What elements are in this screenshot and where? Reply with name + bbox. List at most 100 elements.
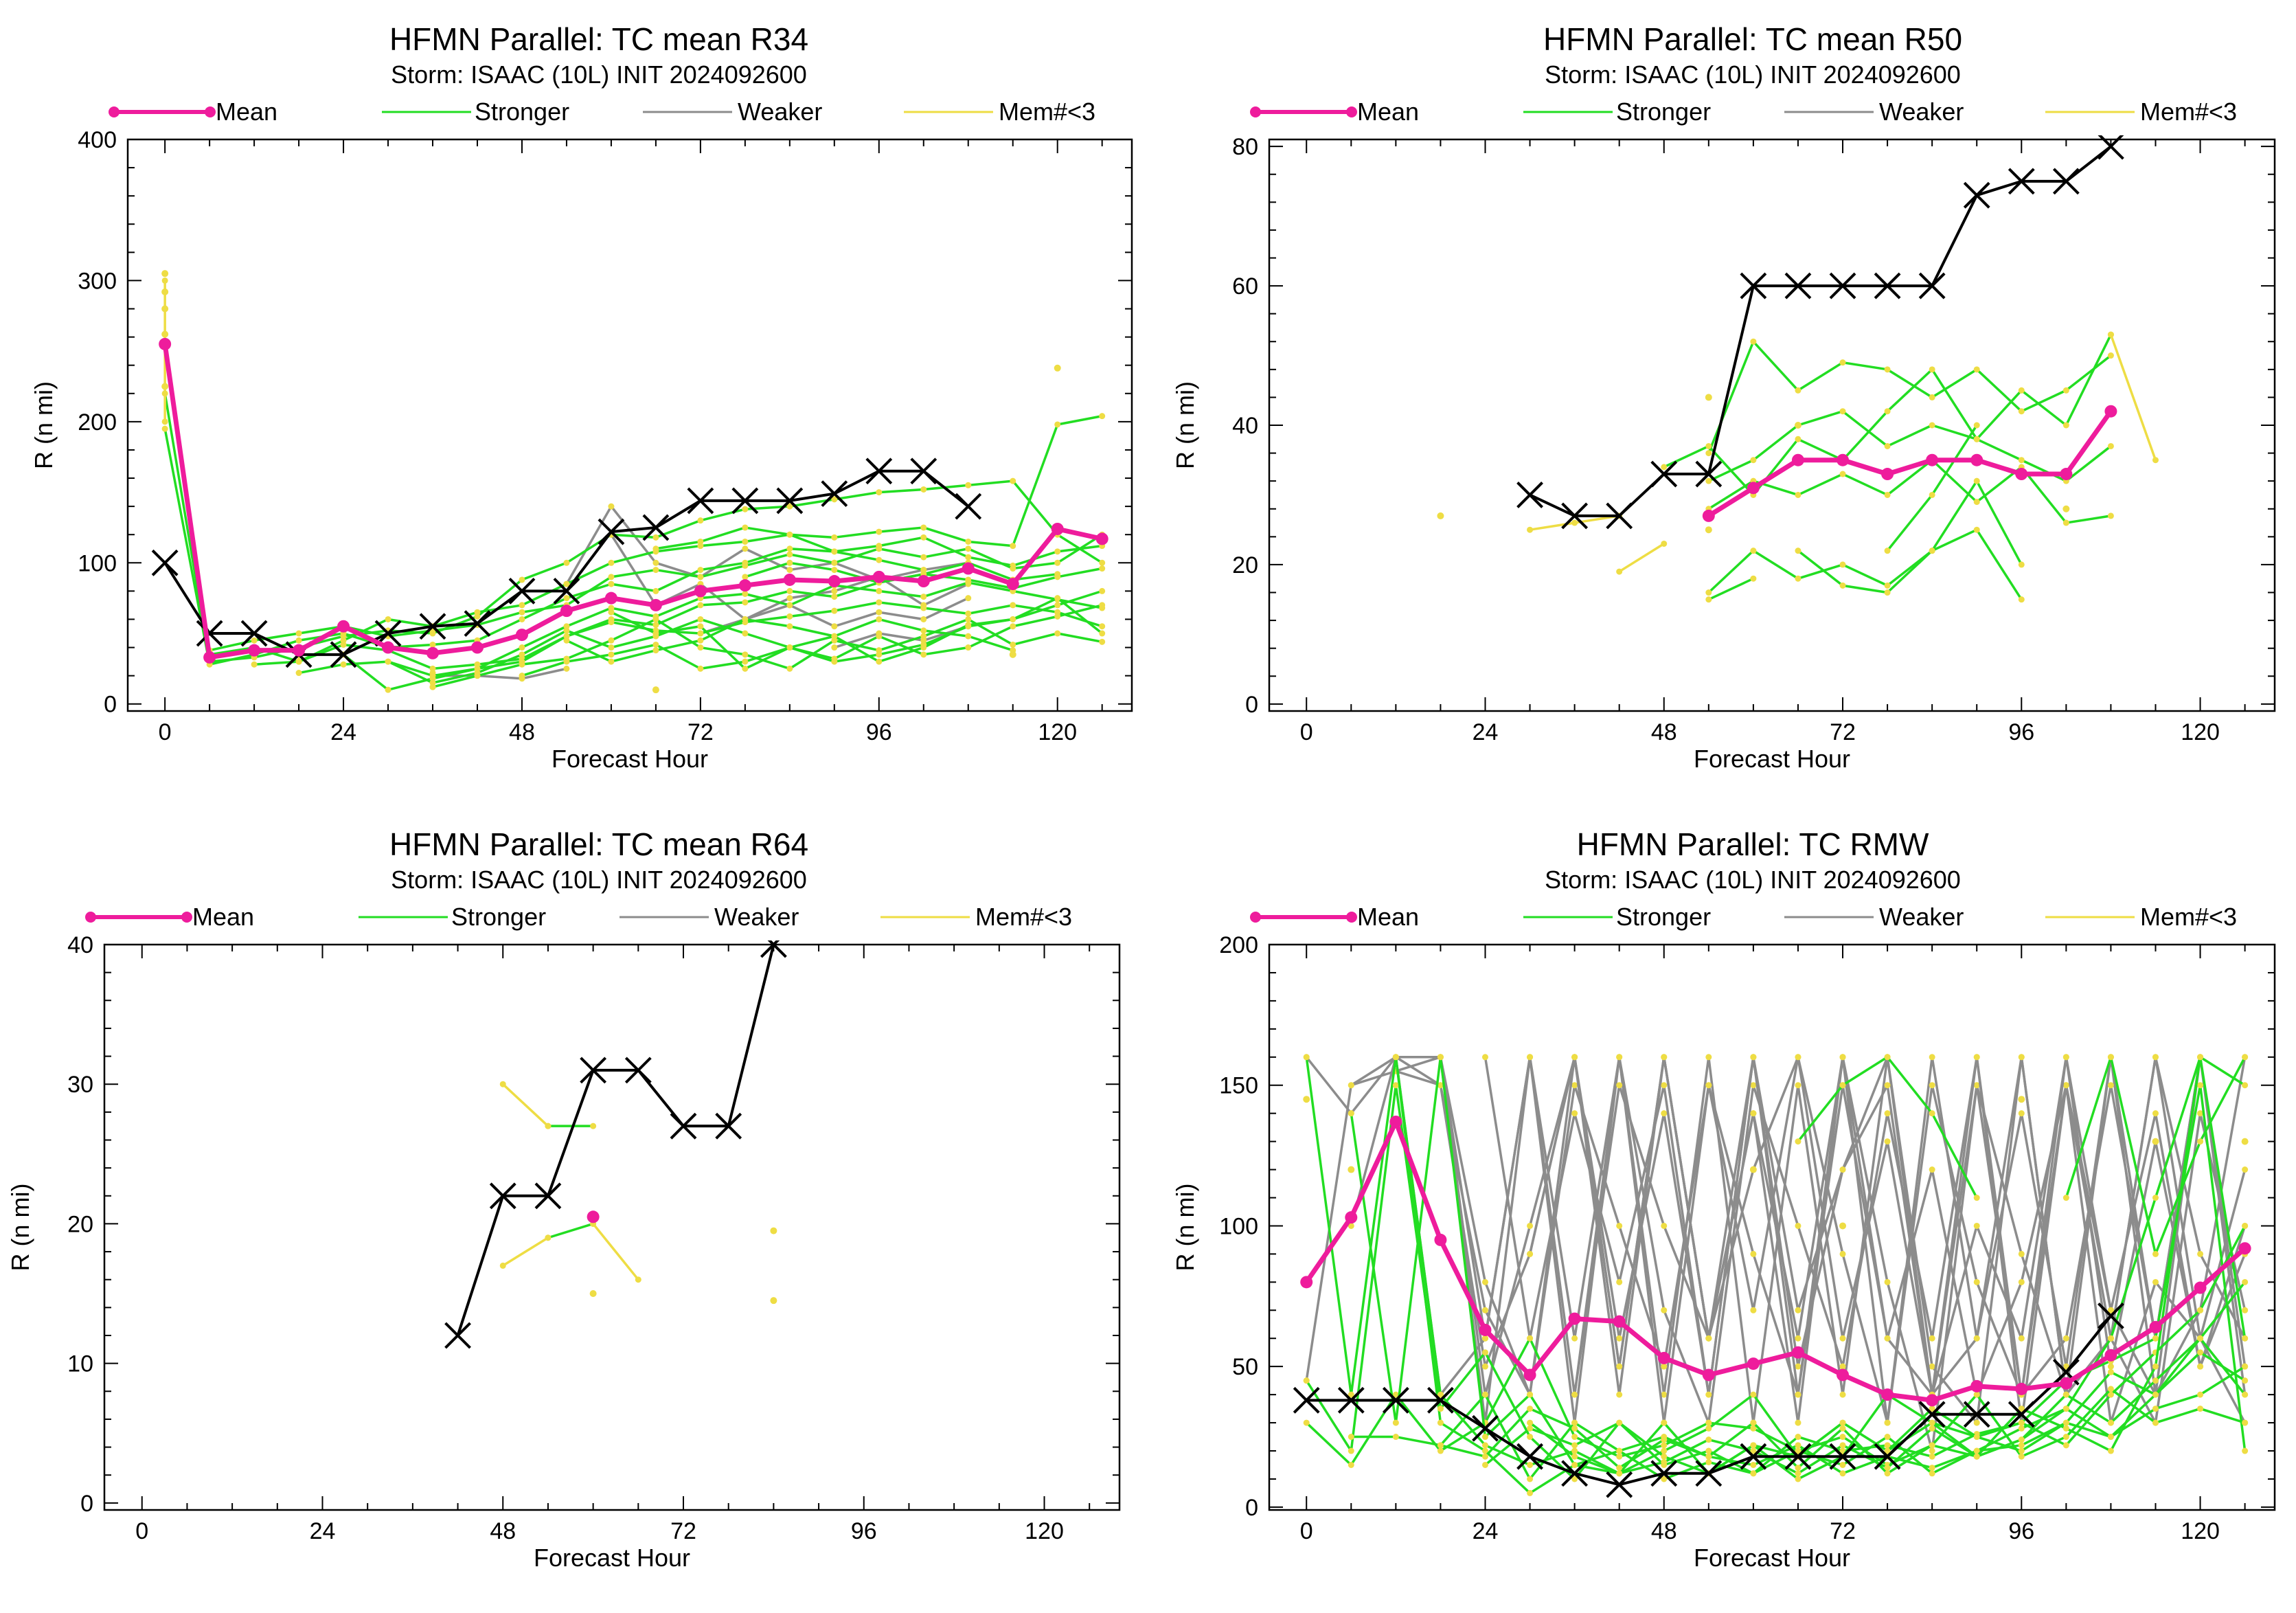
x-tick-label: 48 — [509, 719, 535, 745]
mean-line — [1707, 409, 2113, 518]
mean-point — [382, 641, 395, 654]
mem-member-line-point — [545, 1123, 552, 1129]
stronger-member-line-point — [697, 637, 704, 644]
weaker-member-line-point — [1839, 1391, 1846, 1398]
stronger-member-line-point — [2107, 512, 2114, 519]
x-tick-label: 24 — [1473, 719, 1499, 745]
stronger-member-line-point — [1481, 1461, 1488, 1468]
official-forecast-marker — [715, 1112, 742, 1140]
stronger-member-line-point — [1705, 1425, 1712, 1432]
stronger-member-line-point — [2018, 457, 2025, 464]
mean-point — [1881, 1388, 1894, 1401]
stronger-member-line-point — [1054, 595, 1061, 602]
stronger-member-line-point — [1661, 1453, 1668, 1460]
stronger-member-line-point — [519, 602, 525, 609]
stronger-member-line-point — [1571, 1442, 1578, 1449]
weaker-member-line-point — [1616, 1278, 1623, 1285]
official-forecast-marker — [642, 514, 670, 541]
stronger-member-line-point — [563, 637, 570, 644]
x-axis-label: Forecast Hour — [534, 1544, 690, 1572]
weaker-member-line-point — [1527, 1250, 1534, 1257]
legend-mean-marker — [1250, 912, 1261, 923]
stronger-member-line-point — [1054, 571, 1061, 578]
weaker-member-line-point — [831, 587, 838, 594]
weaker-member-line-point — [1750, 1250, 1757, 1257]
mean-point — [2060, 468, 2073, 481]
stronger-member-line — [1350, 1056, 2247, 1475]
stronger-member-line-point — [1705, 1419, 1712, 1426]
weaker-member-line-point — [1795, 1307, 1801, 1313]
mean-point — [1702, 509, 1715, 522]
stronger-member-line-point — [1054, 609, 1061, 616]
stronger-member-line-point — [697, 623, 704, 630]
plot-frame — [103, 943, 1121, 1511]
official-forecast-marker — [731, 487, 759, 515]
stronger-member-line-point — [1839, 359, 1846, 366]
stronger-member-line-point — [2018, 1406, 2025, 1412]
stronger-member-line-point — [786, 613, 793, 620]
mean-point — [1389, 1115, 1402, 1128]
weaker-member-line-point — [1616, 1363, 1623, 1370]
stronger-member-line-point — [920, 651, 927, 658]
stronger-member-line-point — [1527, 1461, 1534, 1468]
mem-member-line-point — [161, 277, 168, 284]
weaker-member-line-point — [1750, 1110, 1757, 1117]
weaker-member-line-point — [965, 595, 972, 602]
stronger-member-line-point — [2062, 422, 2069, 429]
legend-stronger-label: Stronger — [1616, 98, 1711, 126]
stronger-member-line-point — [1571, 1461, 1578, 1468]
x-tick-label: 72 — [1830, 719, 1856, 745]
stronger-member-line-point — [2152, 1195, 2159, 1202]
official-forecast-marker — [1337, 1386, 1365, 1414]
legend-stronger-label: Stronger — [475, 98, 569, 126]
stronger-member-line-point — [742, 574, 749, 580]
mem-member-line-point — [499, 1081, 506, 1087]
weaker-member-line-point — [1795, 1363, 1801, 1370]
stronger-member-line-point — [1705, 477, 1712, 484]
weaker-member-line-point — [2107, 1082, 2114, 1089]
x-tick-label: 0 — [1300, 719, 1313, 745]
legend: Mean Stronger Weaker Mem#<3 — [1250, 98, 2237, 126]
stronger-member-line-point — [608, 637, 615, 644]
stronger-member-line-point — [1099, 602, 1106, 609]
weaker-member-line-point — [1795, 1335, 1801, 1342]
stronger-member-line-point — [1929, 366, 1935, 373]
mean-point — [560, 605, 573, 618]
mean-point — [962, 562, 975, 575]
legend: Mean Stronger Weaker Mem#<3 — [109, 98, 1095, 126]
y-tick-label: 100 — [78, 550, 117, 576]
weaker-member-line-point — [2018, 1110, 2025, 1117]
stronger-member-line-point — [2152, 1363, 2159, 1370]
y-tick-label: 200 — [78, 409, 117, 436]
stronger-member-line-point — [2062, 1406, 2069, 1412]
official-forecast-marker — [240, 620, 268, 647]
mean-point — [1747, 1357, 1760, 1371]
stronger-member-line-point — [1839, 471, 1846, 477]
plot-frame — [1268, 138, 2276, 712]
stronger-member-line-point — [1481, 1442, 1488, 1449]
chart-title: HFMN Parallel: TC mean R50 — [1543, 21, 1962, 57]
stronger-member-line-point — [1481, 1349, 1488, 1356]
stronger-member-line-point — [697, 665, 704, 672]
legend: Mean Stronger Weaker Mem#<3 — [85, 903, 1072, 931]
stronger-member-line-point — [1437, 1406, 1444, 1412]
stronger-member-line-point — [1795, 575, 1801, 582]
weaker-member-line-point — [1661, 1307, 1668, 1313]
stronger-member-line-point — [474, 665, 481, 672]
stronger-member-line-point — [2107, 1447, 2114, 1454]
stronger-member-line-point — [1973, 422, 1980, 429]
stronger-member-line-point — [2018, 1425, 2025, 1432]
weaker-member-line-point — [1929, 1335, 1935, 1342]
legend-weaker-label: Weaker — [1879, 903, 1964, 931]
stronger-member-line-point — [1348, 1110, 1354, 1117]
mem-point — [1348, 1166, 1355, 1173]
official-forecast-marker — [444, 1322, 471, 1349]
stronger-member-line-point — [652, 587, 659, 594]
stronger-member-line-point — [965, 538, 972, 545]
stronger-member-line-point — [1571, 1425, 1578, 1432]
stronger-member-line-point — [1884, 1465, 1891, 1471]
stronger-member-line-point — [652, 616, 659, 622]
chart-panel-3: HFMN Parallel: TC mean R64 Storm: ISAAC (… — [6, 826, 1121, 1572]
weaker-member-line-point — [1481, 1278, 1488, 1285]
weaker-member-line-point — [2018, 1054, 2025, 1061]
